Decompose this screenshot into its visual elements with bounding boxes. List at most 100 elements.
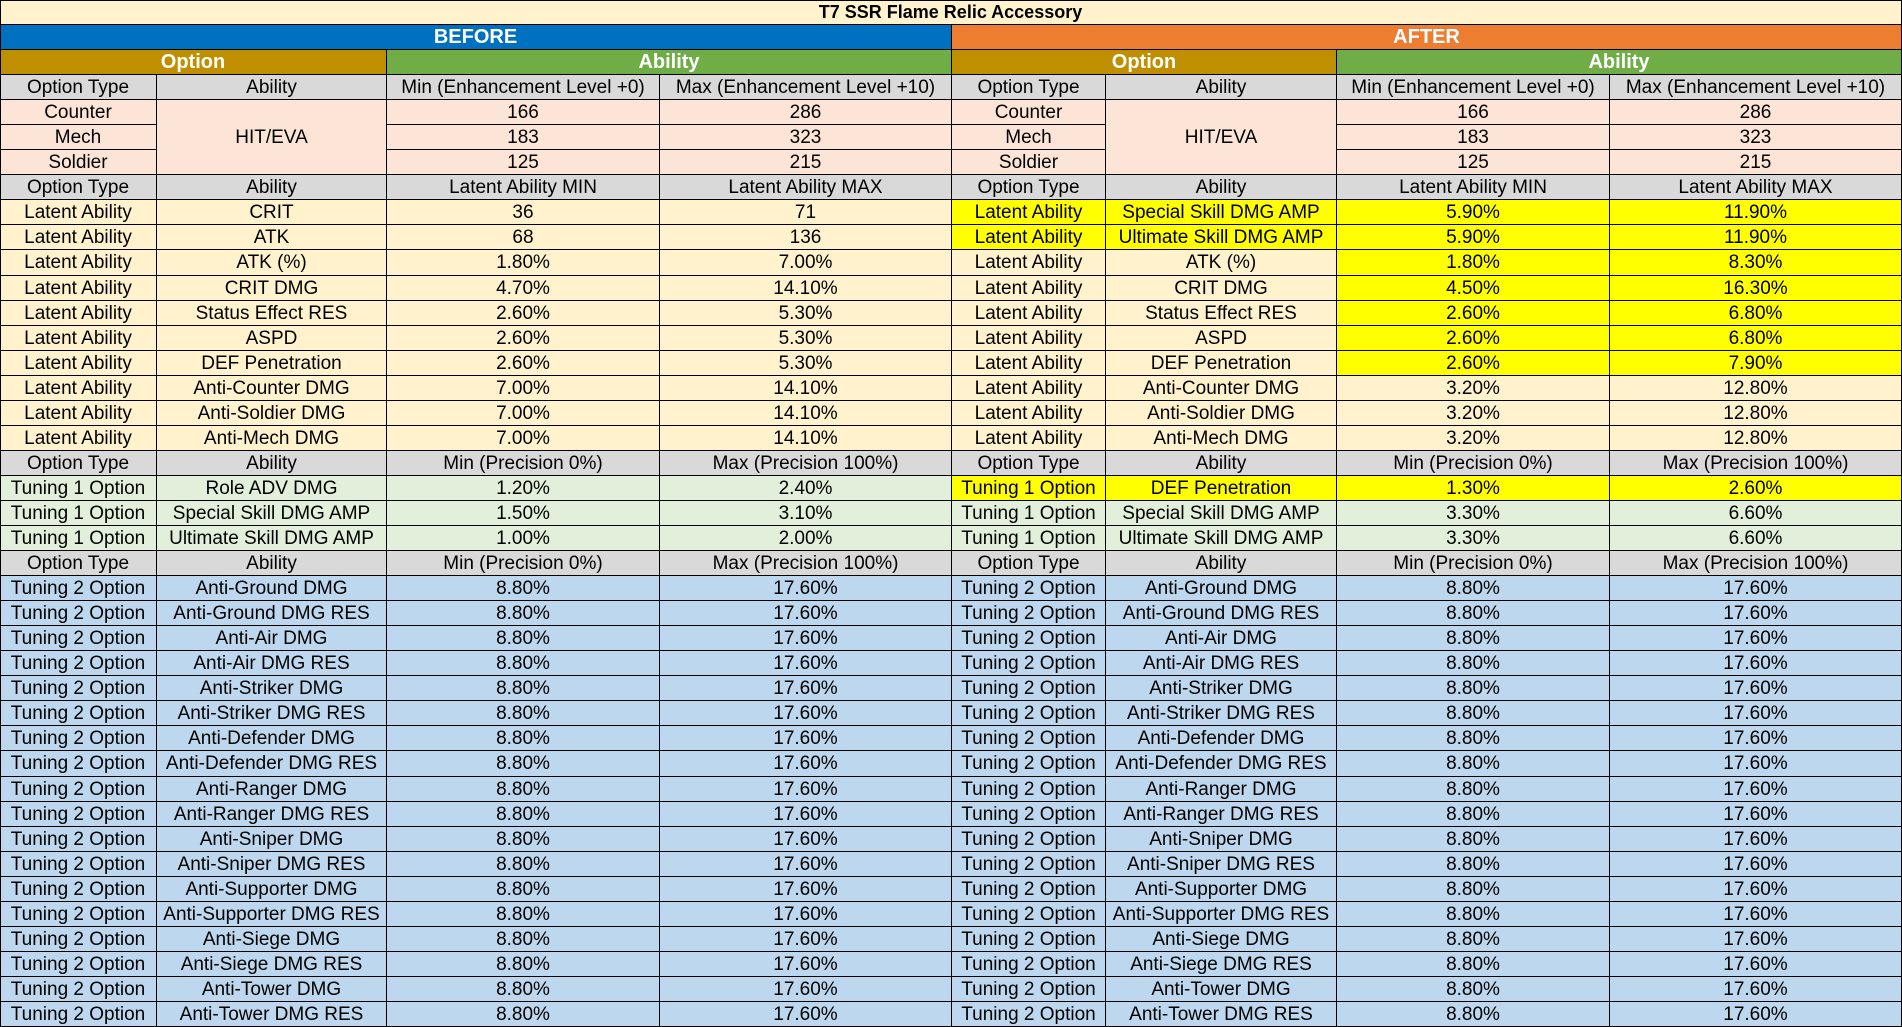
column-header-after-base: Option Type bbox=[952, 75, 1106, 100]
tuning1-before-cell: 1.00% bbox=[387, 526, 660, 551]
tuning2-before-cell: Anti-Ranger DMG bbox=[157, 777, 387, 802]
latent-after-cell: 5.90% bbox=[1337, 200, 1610, 225]
tuning2-after-cell: 8.80% bbox=[1337, 877, 1610, 902]
column-header-after-latent: Option Type bbox=[952, 175, 1106, 200]
column-header-before-tuning2: Ability bbox=[157, 551, 387, 576]
tuning2-after-cell: Anti-Ground DMG RES bbox=[1106, 601, 1337, 626]
latent-before-cell: Latent Ability bbox=[0, 426, 157, 451]
base-after-cell: Counter bbox=[952, 100, 1106, 125]
column-header-after-tuning1: Min (Precision 0%) bbox=[1337, 451, 1610, 476]
tuning2-after-cell: Anti-Sniper DMG bbox=[1106, 827, 1337, 852]
latent-before-cell: ATK bbox=[157, 225, 387, 250]
latent-before-cell: 7.00% bbox=[387, 426, 660, 451]
latent-after-cell: Latent Ability bbox=[952, 200, 1106, 225]
column-header-before-latent: Ability bbox=[157, 175, 387, 200]
column-header-after-base: Min (Enhancement Level +0) bbox=[1337, 75, 1610, 100]
tuning2-after-cell: 17.60% bbox=[1610, 802, 1902, 827]
tuning2-before-cell: Anti-Ground DMG bbox=[157, 576, 387, 601]
base-after-cell: Soldier bbox=[952, 150, 1106, 175]
tuning2-before-cell: Tuning 2 Option bbox=[0, 952, 157, 977]
tuning1-before-cell: Special Skill DMG AMP bbox=[157, 501, 387, 526]
column-header-before-base: Min (Enhancement Level +0) bbox=[387, 75, 660, 100]
tuning1-after-cell: Tuning 1 Option bbox=[952, 526, 1106, 551]
tuning2-before-cell: Anti-Siege DMG RES bbox=[157, 952, 387, 977]
latent-after-cell: ASPD bbox=[1106, 326, 1337, 351]
tuning2-after-cell: Anti-Ground DMG bbox=[1106, 576, 1337, 601]
tuning2-before-cell: 8.80% bbox=[387, 952, 660, 977]
tuning2-after-cell: 17.60% bbox=[1610, 1002, 1902, 1027]
tuning2-before-cell: 8.80% bbox=[387, 902, 660, 927]
tuning2-after-cell: 17.60% bbox=[1610, 827, 1902, 852]
column-header-before-tuning2: Max (Precision 100%) bbox=[660, 551, 952, 576]
tuning2-after-cell: Tuning 2 Option bbox=[952, 576, 1106, 601]
tuning2-after-cell: Tuning 2 Option bbox=[952, 952, 1106, 977]
latent-after-cell: 5.90% bbox=[1337, 225, 1610, 250]
column-header-after-latent: Latent Ability MIN bbox=[1337, 175, 1610, 200]
latent-after-cell: 2.60% bbox=[1337, 351, 1610, 376]
latent-before-cell: Anti-Mech DMG bbox=[157, 426, 387, 451]
latent-after-cell: Anti-Soldier DMG bbox=[1106, 401, 1337, 426]
latent-before-cell: 2.60% bbox=[387, 326, 660, 351]
tuning2-after-cell: Anti-Striker DMG RES bbox=[1106, 701, 1337, 726]
tuning2-after-cell: Anti-Defender DMG RES bbox=[1106, 751, 1337, 777]
latent-before-cell: 68 bbox=[387, 225, 660, 250]
tuning2-after-cell: Tuning 2 Option bbox=[952, 927, 1106, 952]
latent-before-cell: Latent Ability bbox=[0, 376, 157, 401]
tuning2-after-cell: Tuning 2 Option bbox=[952, 977, 1106, 1002]
tuning2-before-cell: Anti-Tower DMG RES bbox=[157, 1002, 387, 1027]
column-header-after-tuning1: Max (Precision 100%) bbox=[1610, 451, 1902, 476]
tuning1-after-cell: 2.60% bbox=[1610, 476, 1902, 501]
tuning2-before-cell: 17.60% bbox=[660, 651, 952, 676]
tuning2-after-cell: 8.80% bbox=[1337, 902, 1610, 927]
tuning1-before-cell: Ultimate Skill DMG AMP bbox=[157, 526, 387, 551]
latent-before-cell: 7.00% bbox=[660, 250, 952, 276]
tuning2-before-cell: Tuning 2 Option bbox=[0, 852, 157, 877]
tuning2-after-cell: Anti-Siege DMG RES bbox=[1106, 952, 1337, 977]
latent-before-cell: Latent Ability bbox=[0, 351, 157, 376]
latent-after-cell: Latent Ability bbox=[952, 426, 1106, 451]
tuning2-after-cell: Tuning 2 Option bbox=[952, 1002, 1106, 1027]
latent-after-cell: 12.80% bbox=[1610, 426, 1902, 451]
tuning2-after-cell: Anti-Defender DMG bbox=[1106, 726, 1337, 751]
tuning2-before-cell: 8.80% bbox=[387, 977, 660, 1002]
tuning2-after-cell: Anti-Air DMG RES bbox=[1106, 651, 1337, 676]
tuning2-after-cell: Anti-Tower DMG RES bbox=[1106, 1002, 1337, 1027]
column-header-after-tuning2: Ability bbox=[1106, 551, 1337, 576]
latent-after-cell: Status Effect RES bbox=[1106, 301, 1337, 326]
before-ability-header: Ability bbox=[387, 50, 952, 75]
tuning2-before-cell: Anti-Striker DMG RES bbox=[157, 701, 387, 726]
tuning1-before-cell: Tuning 1 Option bbox=[0, 476, 157, 501]
tuning2-before-cell: Tuning 2 Option bbox=[0, 877, 157, 902]
tuning2-before-cell: Anti-Sniper DMG RES bbox=[157, 852, 387, 877]
latent-before-cell: Latent Ability bbox=[0, 326, 157, 351]
tuning2-before-cell: 8.80% bbox=[387, 877, 660, 902]
latent-before-cell: 14.10% bbox=[660, 426, 952, 451]
latent-before-cell: 5.30% bbox=[660, 301, 952, 326]
tuning2-after-cell: 17.60% bbox=[1610, 701, 1902, 726]
tuning2-after-cell: Anti-Tower DMG bbox=[1106, 977, 1337, 1002]
tuning1-after-cell: 3.30% bbox=[1337, 526, 1610, 551]
tuning2-after-cell: 8.80% bbox=[1337, 676, 1610, 701]
base-before-cell: 323 bbox=[660, 125, 952, 150]
latent-before-cell: 36 bbox=[387, 200, 660, 225]
column-header-before-tuning1: Ability bbox=[157, 451, 387, 476]
tuning2-before-cell: 17.60% bbox=[660, 902, 952, 927]
tuning2-before-cell: 17.60% bbox=[660, 952, 952, 977]
tuning2-before-cell: Tuning 2 Option bbox=[0, 651, 157, 676]
tuning2-after-cell: 8.80% bbox=[1337, 777, 1610, 802]
tuning2-after-cell: 8.80% bbox=[1337, 651, 1610, 676]
latent-after-cell: 3.20% bbox=[1337, 376, 1610, 401]
latent-after-cell: 6.80% bbox=[1610, 326, 1902, 351]
column-header-before-base: Ability bbox=[157, 75, 387, 100]
tuning2-before-cell: Anti-Air DMG bbox=[157, 626, 387, 651]
base-before-cell: Mech bbox=[0, 125, 157, 150]
tuning2-before-cell: 8.80% bbox=[387, 576, 660, 601]
tuning2-before-cell: 8.80% bbox=[387, 601, 660, 626]
tuning2-before-cell: 17.60% bbox=[660, 626, 952, 651]
latent-before-cell: Status Effect RES bbox=[157, 301, 387, 326]
latent-before-cell: CRIT bbox=[157, 200, 387, 225]
tuning2-after-cell: 17.60% bbox=[1610, 902, 1902, 927]
tuning2-before-cell: Tuning 2 Option bbox=[0, 576, 157, 601]
tuning2-before-cell: 17.60% bbox=[660, 726, 952, 751]
